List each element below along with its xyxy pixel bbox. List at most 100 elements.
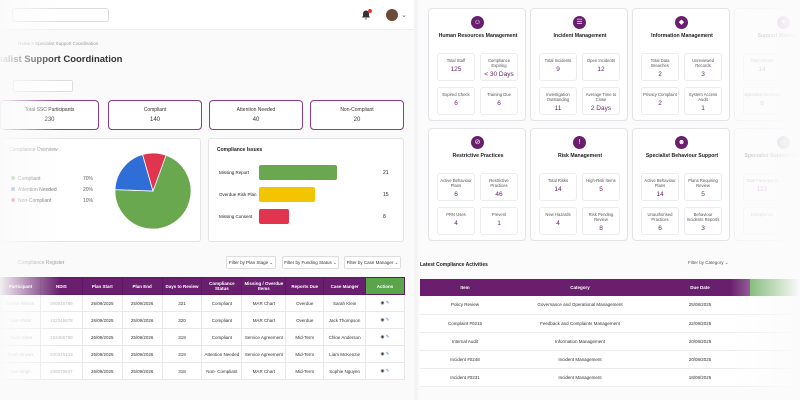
chevron-down-icon[interactable]: ⌄ bbox=[401, 12, 407, 19]
column-header[interactable] bbox=[750, 279, 800, 296]
metric-tile[interactable]: Behaviour Incidents Reports 3 bbox=[684, 207, 722, 235]
module-card-human-resources-management[interactable]: ☺ Human Resources Management Total Staff 12… bbox=[428, 8, 526, 121]
stat-attention-needed[interactable]: Attention Needed 40 bbox=[209, 100, 303, 130]
table-row[interactable]: Incident #0231 Incident Management 18/08/2… bbox=[420, 368, 800, 387]
metric-tile[interactable]: Prevent 1 bbox=[480, 207, 518, 235]
column-header[interactable]: Participant bbox=[0, 277, 41, 295]
metric-tile[interactable]: Total Staff 125 bbox=[437, 53, 475, 81]
module-card-specialist-support-coordination[interactable]: ◎ Specialist Support Coordination Total Pa… bbox=[734, 128, 800, 241]
column-header[interactable]: Plan Start bbox=[81, 277, 123, 295]
view-icon[interactable]: ◉ bbox=[380, 368, 386, 373]
metric-tile[interactable]: Open Incidents 12 bbox=[582, 53, 620, 81]
module-card-incident-management[interactable]: ☰ Incident Management Total Incidents 9 Open… bbox=[530, 8, 628, 121]
stat-value: 140 bbox=[149, 117, 160, 123]
filter-plan-stage[interactable]: Filter by Plan Stage ⌄ bbox=[226, 256, 276, 269]
column-header[interactable]: Item bbox=[420, 279, 510, 296]
table-row[interactable]: Complaint #0215 Feedback and Complaints M… bbox=[420, 314, 800, 333]
table-cell: 26/09/2025 bbox=[81, 328, 123, 346]
module-title: Information Management bbox=[651, 33, 713, 39]
column-header[interactable]: NDIS bbox=[39, 277, 83, 295]
module-card-restrictive-practices[interactable]: ⊘ Restrictive Practices Active Behaviour P… bbox=[428, 128, 526, 241]
column-header[interactable]: Missing / Overdue Items bbox=[241, 277, 287, 295]
avatar[interactable] bbox=[386, 9, 398, 21]
column-header[interactable]: Days to Review bbox=[161, 277, 203, 295]
table-row[interactable]: Liam Patel 182345678 26/09/2025 25/09/2026 3… bbox=[0, 311, 405, 329]
view-icon[interactable]: ◉ bbox=[380, 334, 386, 339]
breadcrumb[interactable]: Home > Specialist Support Coordination bbox=[18, 41, 99, 46]
metric-tile[interactable]: Average Time to Close 2 Days bbox=[582, 87, 620, 115]
metric-tile[interactable]: Total Participants 123 bbox=[743, 173, 781, 201]
metric-tile[interactable]: PRN Uses 4 bbox=[437, 207, 475, 235]
metric-tile[interactable]: Risk Pending Review 8 bbox=[582, 207, 620, 235]
table-cell: Olivia Chen bbox=[0, 328, 41, 346]
metric-tile[interactable]: New Hazards 4 bbox=[539, 207, 577, 235]
edit-icon[interactable]: ✎ bbox=[385, 317, 390, 322]
metric-tile[interactable]: Training Due 6 bbox=[480, 87, 518, 115]
stat-total-participants[interactable]: Total SSC Participants 230 bbox=[0, 100, 99, 130]
module-card-specialist-behaviour-support[interactable]: ☻ Specialist Behaviour Support Active Beha… bbox=[632, 128, 730, 241]
stat-compliant[interactable]: Compliant 140 bbox=[108, 100, 202, 130]
edit-icon[interactable]: ✎ bbox=[385, 368, 390, 373]
search-input[interactable] bbox=[12, 8, 109, 22]
table-cell: 20/08/2025 bbox=[650, 332, 750, 351]
metric-tile[interactable]: High-Risk Items 5 bbox=[582, 173, 620, 201]
column-header[interactable]: Due Date bbox=[650, 279, 750, 296]
column-header[interactable]: Plan End bbox=[121, 277, 163, 295]
metric-tile[interactable]: Total Risks 14 bbox=[539, 173, 577, 201]
table-row[interactable]: Emma Wilson 200516789 26/09/2025 25/09/2026… bbox=[0, 294, 405, 312]
table-cell: Mid-Term bbox=[285, 328, 325, 346]
table-row[interactable]: Internal Audit Information Management 20/0… bbox=[420, 332, 800, 351]
module-card-information-management[interactable]: ◆ Information Management Total Data Breach… bbox=[632, 8, 730, 121]
table-cell: Chloe Anderson bbox=[323, 328, 367, 346]
metric-tile[interactable]: Compliance bbox=[743, 207, 781, 235]
filter-case-manager[interactable]: Filter by Case Manager ⌄ bbox=[344, 256, 401, 269]
table-row[interactable]: Policy Review Governance and Operational … bbox=[420, 296, 800, 315]
metric-tile[interactable]: Investigation Outstanding 11 bbox=[539, 87, 577, 115]
column-header[interactable]: Actions bbox=[365, 277, 405, 295]
column-header[interactable]: Compliance Status bbox=[201, 277, 243, 295]
metric-tile[interactable]: Total Clients 14 bbox=[743, 53, 781, 81]
metric-tile[interactable]: Active Behaviour Plans 6 bbox=[437, 173, 475, 201]
module-title: Human Resources Management bbox=[438, 33, 518, 39]
bell-icon[interactable] bbox=[360, 9, 372, 21]
table-row[interactable]: Incident #0248 Incident Management 20/08/2… bbox=[420, 350, 800, 369]
table-row[interactable]: Ava Singh 209273847 26/09/2025 25/09/2026 31… bbox=[0, 362, 405, 380]
metric-tile[interactable]: Privacy Complaint 2 bbox=[641, 87, 679, 115]
metric-tile[interactable]: System Access Audit 1 bbox=[684, 87, 722, 115]
table-cell: Overdue bbox=[285, 311, 325, 329]
participant-filter[interactable] bbox=[13, 80, 73, 92]
legend-label: Non-Compliant bbox=[18, 198, 52, 204]
module-title: Incident Management bbox=[553, 33, 607, 39]
table-cell: Jack Thompson bbox=[323, 311, 367, 329]
edit-icon[interactable]: ✎ bbox=[385, 300, 390, 305]
metric-tile[interactable]: Unauthorised Practices 6 bbox=[641, 207, 679, 235]
column-header[interactable]: Category bbox=[510, 279, 650, 296]
view-icon[interactable]: ◉ bbox=[380, 300, 386, 305]
table-cell: 26/09/2025 bbox=[81, 362, 123, 380]
table-row[interactable]: Noah Brown 220345133 26/09/2025 25/09/2026 3… bbox=[0, 345, 405, 363]
filter-category[interactable]: Filter by Category ⌄ bbox=[688, 260, 729, 265]
module-card-risk-management[interactable]: ! Risk Management Total Risks 14 High-Risk I… bbox=[530, 128, 628, 241]
metric-tile[interactable]: Total Data Breaches 2 bbox=[641, 53, 679, 81]
filter-funding-status[interactable]: Filter by Funding Status ⌄ bbox=[282, 256, 339, 269]
metric-tile[interactable]: Expired Check 6 bbox=[437, 87, 475, 115]
edit-icon[interactable]: ✎ bbox=[385, 351, 390, 356]
metric-tile[interactable]: Compliance Expiring < 30 Days bbox=[480, 53, 518, 81]
metric-tile[interactable]: Active Behaviour Plans 14 bbox=[641, 173, 679, 201]
metric-tile[interactable]: Unreviewed Records 3 bbox=[684, 53, 722, 81]
module-card-support-management[interactable]: ♥ Support Management Total Clients 14 Specia… bbox=[734, 8, 800, 121]
view-icon[interactable]: ◉ bbox=[380, 317, 386, 322]
module-title: Support Management bbox=[757, 33, 800, 39]
metric-tile[interactable]: Specialist Services 6 bbox=[743, 87, 781, 115]
metric-tile[interactable]: Total Incidents 9 bbox=[539, 53, 577, 81]
legend-pct: 10% bbox=[83, 198, 94, 204]
view-icon[interactable]: ◉ bbox=[380, 351, 386, 356]
table-row[interactable]: Olivia Chen 193456789 26/09/2025 25/09/2026… bbox=[0, 328, 405, 346]
metric-tile[interactable]: Plans Requiring Review 5 bbox=[684, 173, 722, 201]
metric-tile[interactable]: Restrictive Practices 46 bbox=[480, 173, 518, 201]
edit-icon[interactable]: ✎ bbox=[385, 334, 390, 339]
metric-label: High-Risk Items bbox=[586, 178, 616, 183]
column-header[interactable]: Reports Due bbox=[285, 277, 325, 295]
column-header[interactable]: Case Manger bbox=[323, 277, 367, 295]
stat-non-compliant[interactable]: Non-Compliant 20 bbox=[310, 100, 404, 130]
